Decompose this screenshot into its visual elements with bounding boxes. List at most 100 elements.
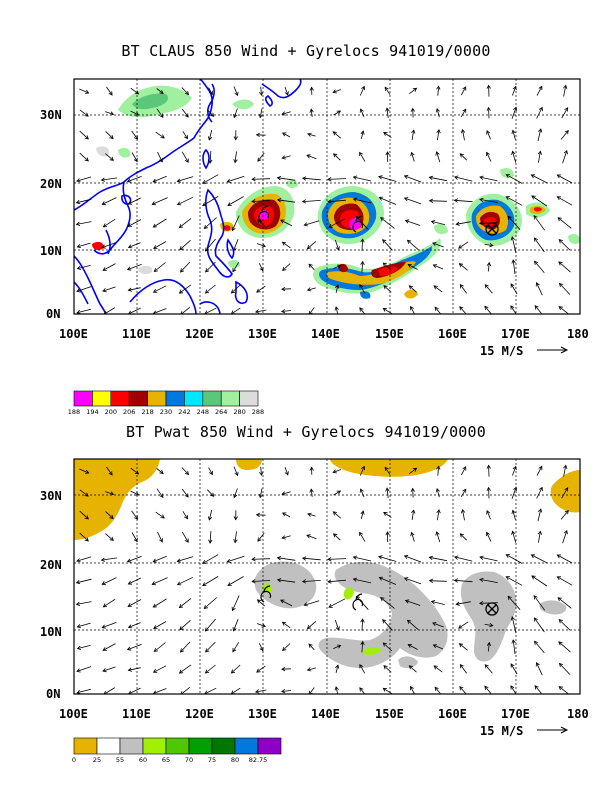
wind-vector-head	[126, 266, 132, 271]
wind-vector-head	[251, 557, 256, 562]
wind-vector	[153, 241, 167, 249]
colorbar-label: 288	[252, 408, 264, 416]
wind-vector-head	[510, 305, 515, 310]
wind-vector-head	[337, 644, 342, 649]
wind-vector-head	[479, 175, 484, 180]
wind-vector-head	[382, 619, 387, 624]
wind-vector-head	[403, 554, 409, 559]
wind-vector	[558, 641, 571, 653]
wind-vector-head	[432, 242, 437, 247]
wind-vector	[559, 663, 571, 675]
wind-vector-head	[360, 510, 365, 515]
wind-vector	[333, 89, 341, 93]
wind-vector	[128, 622, 141, 628]
wind-vector	[257, 532, 265, 542]
wind-vector-head	[159, 538, 163, 543]
wind-vector	[153, 285, 167, 293]
wind-vector	[462, 129, 465, 141]
wind-vector	[333, 469, 341, 473]
wind-vector	[130, 110, 139, 116]
wind-vector	[431, 221, 445, 225]
wind-vector-head	[204, 247, 210, 252]
wind-vector	[506, 554, 523, 564]
wind-vector-head	[432, 622, 437, 627]
wind-vector	[157, 151, 163, 163]
p2-lon-150e: 150E	[375, 707, 404, 721]
wind-vector-head	[255, 132, 260, 138]
wind-vector	[208, 130, 213, 140]
wind-vector	[360, 488, 365, 498]
wind-vector	[153, 308, 167, 314]
wind-vector	[152, 175, 167, 183]
wind-vector	[308, 307, 315, 314]
wind-vector	[79, 152, 89, 162]
wind-vector-head	[108, 91, 113, 96]
wind-vector-head	[284, 91, 289, 96]
wind-vector-head	[382, 307, 387, 312]
wind-vector-head	[234, 91, 239, 97]
wind-vector-head	[76, 624, 81, 629]
wind-vector	[405, 600, 421, 606]
wind-vector	[333, 265, 341, 269]
p1-lon-160e: 160E	[438, 327, 467, 341]
wind-vector-head	[558, 282, 564, 288]
wind-vector-head	[301, 556, 307, 561]
wind-vector-head	[232, 627, 237, 632]
colorbar-swatch	[147, 390, 167, 407]
wind-vector-head	[534, 305, 539, 310]
wind-vector	[181, 531, 189, 543]
wind-vector	[359, 532, 366, 542]
wind-vector	[534, 617, 545, 633]
wind-vector	[307, 667, 316, 671]
wind-vector	[77, 265, 91, 269]
wind-vector	[76, 578, 92, 584]
wind-vector	[181, 87, 189, 95]
wind-vector-head	[203, 604, 208, 610]
wind-vector-head	[280, 599, 285, 604]
wind-vector-head	[359, 108, 364, 113]
p2-lon-100e: 100E	[59, 707, 88, 721]
wind-vector	[536, 662, 543, 676]
wind-vector-head	[76, 244, 81, 249]
wind-vector-head	[564, 107, 569, 112]
wind-vector	[560, 130, 569, 140]
wind-vector	[179, 664, 192, 674]
wind-vector	[282, 155, 291, 159]
wind-vector-head	[454, 555, 459, 560]
wind-vector-head	[563, 149, 568, 155]
wind-vector-head	[75, 200, 81, 205]
wind-vector-head	[101, 201, 106, 206]
wind-vector	[128, 242, 141, 248]
wind-vector	[361, 641, 364, 653]
wind-vector	[304, 600, 320, 606]
wind-vector-head	[255, 512, 260, 518]
wind-vector-head	[563, 529, 568, 535]
wind-vector-head	[454, 175, 459, 180]
wind-vector	[436, 488, 440, 498]
wind-vector-head	[84, 492, 89, 497]
wind-vector	[407, 619, 419, 631]
wind-vector-head	[179, 268, 185, 273]
wind-vector-head	[406, 619, 412, 624]
wind-vector	[260, 86, 262, 96]
wind-vector	[486, 510, 491, 520]
colorbar-swatch	[110, 390, 130, 407]
wind-vector	[179, 620, 191, 630]
wind-vector	[208, 467, 213, 475]
wind-vector	[459, 643, 468, 651]
wind-vector-head	[100, 177, 106, 182]
wind-vector	[557, 576, 573, 586]
wind-vector	[359, 687, 366, 694]
wind-vector	[404, 197, 422, 205]
wind-vector-head	[202, 179, 207, 184]
wind-vector	[411, 532, 415, 542]
wind-vector	[460, 86, 467, 96]
wind-vector-head	[281, 535, 286, 540]
panel2-gridlines	[74, 459, 580, 694]
wind-vector-head	[462, 108, 467, 113]
wind-vector-head	[151, 581, 156, 586]
wind-vector-head	[428, 198, 434, 203]
wind-vector	[181, 108, 189, 118]
wind-vector	[536, 282, 543, 296]
wind-vector	[232, 262, 240, 272]
